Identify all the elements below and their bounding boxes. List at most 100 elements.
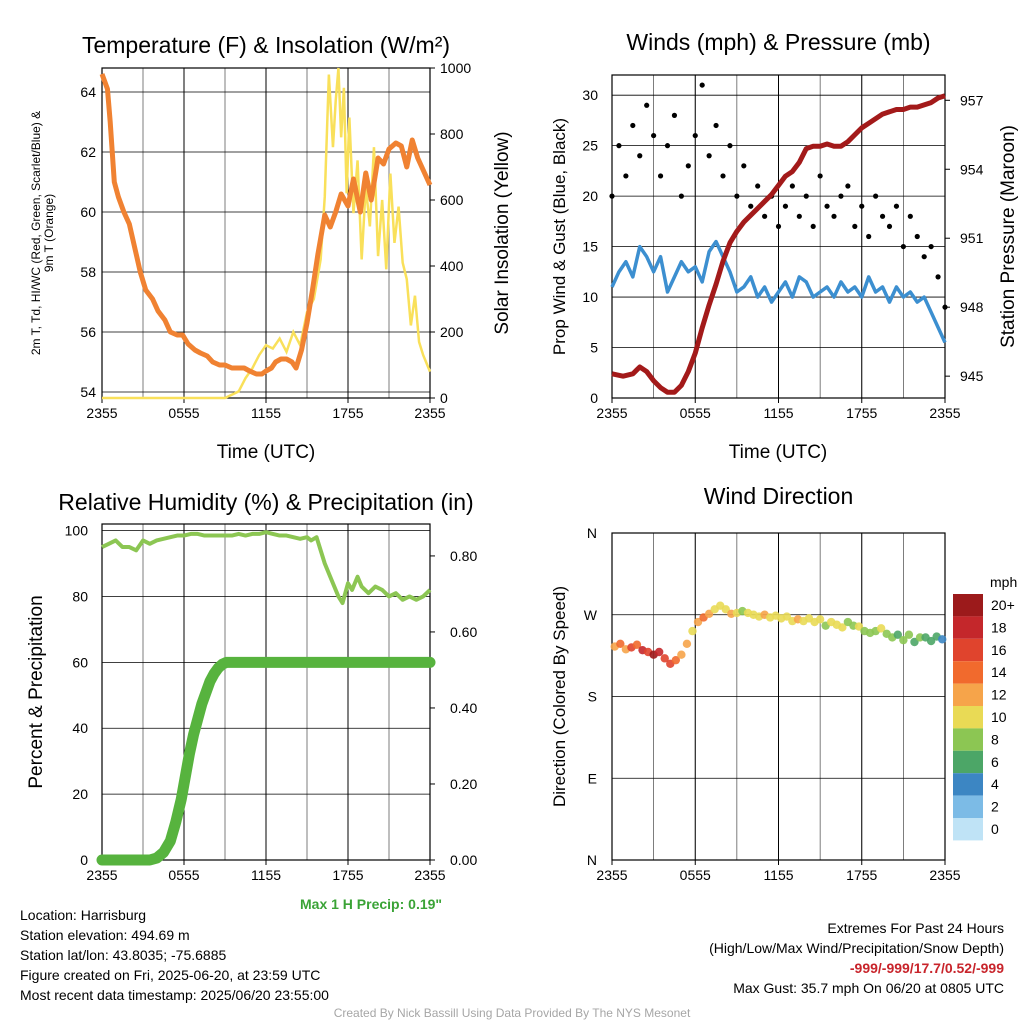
insolation-line: [102, 67, 432, 400]
legend-swatch: [953, 661, 983, 684]
legend-swatch: [953, 638, 983, 662]
legend-swatch: [953, 706, 983, 729]
wdir-point: [926, 636, 936, 646]
wdir-point: [815, 615, 825, 624]
gust-point: [942, 304, 948, 310]
extremes-title: Extremes For Past 24 Hours: [827, 920, 1004, 936]
wdir-point: [893, 630, 903, 639]
winds-y-tick-label: 15: [582, 239, 598, 255]
wdir-point: [838, 623, 847, 632]
gust-point: [831, 213, 837, 219]
rh-title: Relative Humidity (%) & Precipitation (i…: [58, 489, 473, 515]
gust-point: [886, 223, 893, 230]
wdir-x-tick-label: 1755: [846, 867, 877, 883]
gust-point: [678, 193, 684, 199]
wdir-point: [677, 650, 686, 659]
temp-x-tick-label: 2355: [414, 405, 445, 421]
rh-x-tick-label: 2355: [86, 867, 117, 883]
rh-x-tick-label: 0555: [168, 867, 199, 883]
rh-y-tick-label: 0: [80, 852, 88, 868]
legend-label: 16: [991, 642, 1007, 658]
wdir-point: [854, 622, 864, 631]
wdir-y-tick-label: E: [588, 770, 597, 786]
temp-ylabel: 2m T, Td, HI/WC (Red, Green, Scarlet/Blu…: [29, 111, 56, 355]
wdir-point: [899, 635, 908, 645]
gust-point: [796, 213, 802, 219]
temp-frame: [101, 67, 431, 399]
temp-y-tick-label: 58: [80, 264, 96, 280]
winds-ylabel: Prop Wind & Gust (Blue, Black): [550, 118, 569, 355]
rh-y-tick-label: 100: [65, 523, 89, 539]
temp-y2-tick-label: 400: [440, 258, 464, 274]
legend-label: 2: [991, 799, 999, 815]
extremes-values: -999/-999/17.7/0.52/-999: [849, 960, 1004, 976]
winds-y-tick-label: 25: [582, 138, 598, 154]
legend-label: 18: [991, 619, 1007, 635]
station-latlon: Station lat/lon: 43.8035; -75.6885: [20, 947, 227, 963]
wdir-point: [616, 639, 625, 649]
wdir-title: Wind Direction: [704, 483, 854, 509]
rh-y2-tick-label: 0.20: [450, 776, 477, 792]
winds-y-tick-label: 10: [582, 289, 598, 305]
wdir-x-tick-label: 0555: [680, 867, 711, 883]
gust-point: [866, 233, 872, 240]
wdir-point: [910, 637, 919, 647]
temp-xlabel: Time (UTC): [217, 442, 316, 463]
legend-unit: mph: [990, 574, 1018, 590]
gust-point: [873, 193, 879, 199]
legend-label: 12: [991, 687, 1007, 703]
winds-y2-tick-label: 948: [960, 299, 984, 315]
gust-point: [685, 163, 691, 169]
wdir-point: [704, 609, 714, 619]
temp-ylabel-line: 9m T (Orange): [42, 194, 56, 272]
temp-y-tick-label: 60: [80, 204, 96, 220]
winds-y2-tick-label: 954: [960, 161, 984, 177]
winds-y2-tick-label: 957: [960, 92, 984, 108]
credit-line: Created By Nick Bassill Using Data Provi…: [333, 1006, 691, 1020]
winds-x-tick-label: 2355: [929, 405, 960, 421]
rh-y-tick-label: 60: [72, 654, 88, 670]
figure-created: Figure created on Fri, 2025-06-20, at 23…: [20, 967, 321, 983]
legend-swatch: [953, 594, 983, 617]
winds-y2-tick-label: 945: [960, 368, 984, 384]
legend-label: 14: [991, 664, 1007, 680]
temp-x-tick-label: 1155: [251, 405, 281, 421]
winds-x-tick-label: 2355: [596, 405, 627, 421]
wdir-point: [671, 655, 681, 665]
legend-swatch: [953, 773, 983, 796]
gust-point: [782, 203, 789, 209]
legend-label: 0: [991, 821, 999, 837]
temp-y-tick-label: 56: [80, 324, 96, 340]
temp-y2label: Solar Insolation (Yellow): [492, 131, 513, 334]
gust-point: [630, 122, 636, 129]
legend-label: 10: [991, 709, 1007, 725]
rh-y2-tick-label: 0.00: [450, 852, 477, 868]
winds-y-tick-label: 0: [590, 390, 598, 406]
temp-x-tick-label: 2355: [86, 405, 117, 421]
temp-title: Temperature (F) & Insolation (W/m²): [82, 32, 450, 58]
gust-point: [623, 173, 629, 179]
gust-point: [692, 132, 698, 139]
max-gust: Max Gust: 35.7 mph On 06/20 at 0805 UTC: [733, 980, 1004, 996]
gust-point: [907, 213, 913, 219]
winds-y-tick-label: 5: [590, 340, 598, 356]
wdir-ylabel: Direction (Colored By Speed): [550, 586, 569, 807]
gust-point: [838, 193, 844, 199]
gust-point: [706, 153, 712, 159]
temp-y2-tick-label: 600: [440, 192, 464, 208]
temp-x-tick-label: 0555: [168, 405, 199, 421]
legend-label: 6: [991, 754, 999, 770]
wdir-point: [682, 639, 692, 649]
gust-point: [914, 233, 920, 240]
recent-timestamp: Most recent data timestamp: 2025/06/20 2…: [20, 987, 329, 1003]
legend-swatch: [953, 616, 983, 639]
rh-line: [101, 530, 432, 606]
rh-y-tick-label: 40: [72, 720, 88, 736]
gust-point: [935, 274, 941, 280]
gust-point: [671, 112, 678, 118]
wdir-y-tick-label: S: [588, 689, 597, 705]
rh-y2-tick-label: 0.60: [450, 624, 477, 640]
wdir-point: [632, 640, 642, 649]
legend-swatch: [953, 818, 983, 841]
